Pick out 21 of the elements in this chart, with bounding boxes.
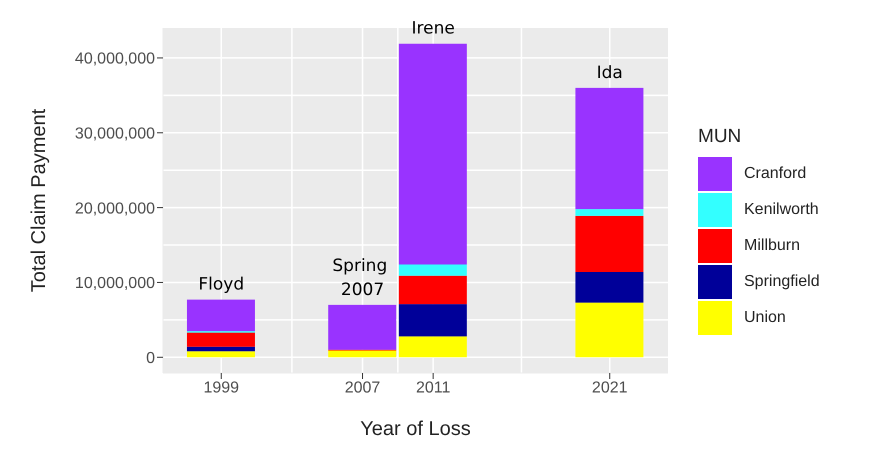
annotation: Ida (596, 62, 623, 83)
legend-label: Springfield (744, 272, 820, 290)
x-tick-label: 2011 (416, 379, 450, 396)
x-axis-title: Year of Loss (360, 418, 471, 440)
annotation: Floyd (198, 274, 244, 295)
y-tick-label: 20,000,000 (74, 200, 156, 218)
y-tick-label: 40,000,000 (74, 50, 156, 68)
annotation: Spring 2007 (332, 256, 393, 300)
x-tick-label: 2021 (592, 379, 628, 396)
annotation: Irene (411, 18, 455, 39)
x-tick-label: 2007 (344, 379, 380, 396)
legend-label: Kenilworth (744, 200, 819, 218)
x-tick-label: 1999 (203, 379, 240, 396)
y-axis-title: Total Claim Payment (28, 108, 50, 292)
legend-title: MUN (698, 126, 742, 148)
y-tick-label: 10,000,000 (74, 275, 156, 292)
y-tick-label: 0 (146, 350, 156, 367)
legend-label: Millburn (744, 236, 800, 254)
legend-label: Cranford (744, 164, 806, 182)
legend-label: Union (744, 308, 786, 326)
y-tick-label: 30,000,000 (74, 125, 156, 142)
